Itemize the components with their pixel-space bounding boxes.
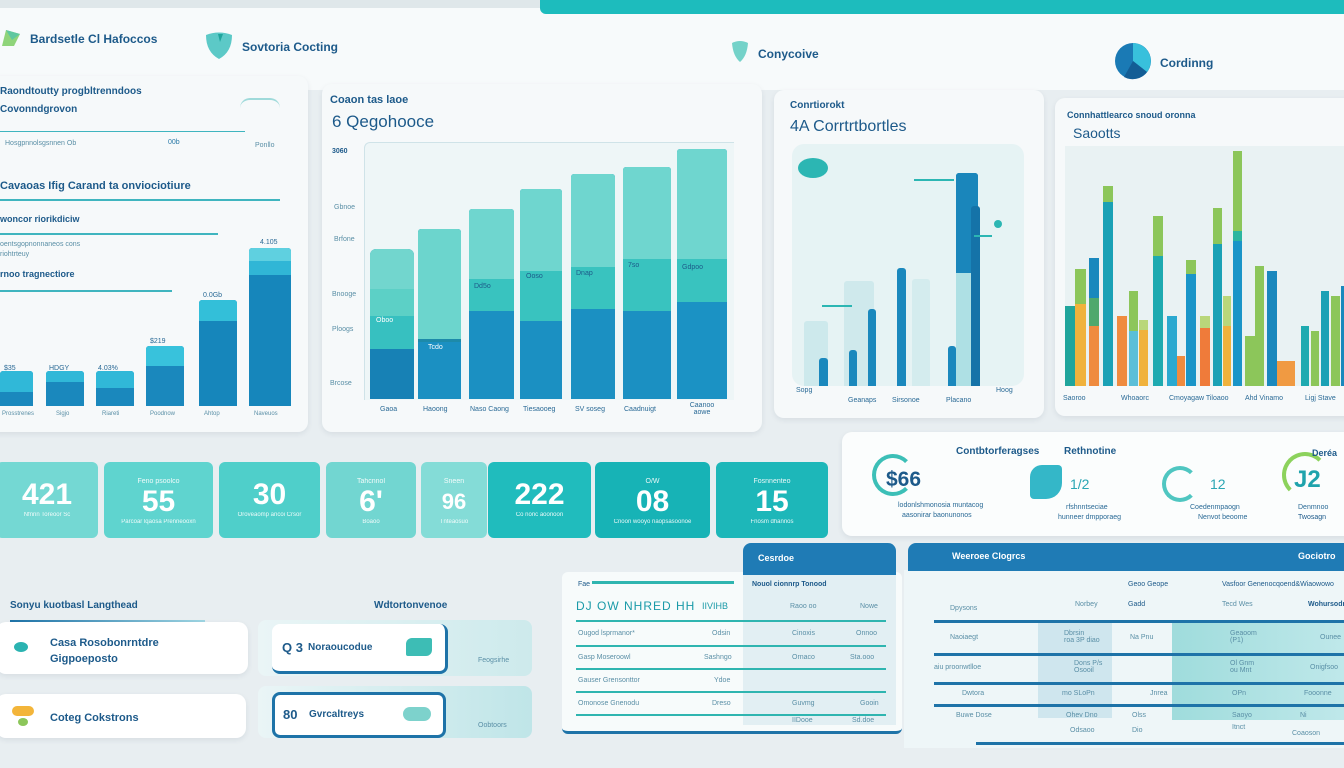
kpi-tile-2[interactable]: Feno psoolco 55 Parcoar lqaosa Prenneoox…: [104, 462, 213, 538]
heart-icon: [730, 40, 750, 67]
nav-item-1[interactable]: Bardsetle Cl Hafoccos: [0, 26, 157, 51]
multi-bars: [1065, 146, 1344, 386]
left-chart-panel: Raondtoutty progbltrenndoos Covonndgrovo…: [0, 76, 308, 432]
ring-icon: [1162, 466, 1198, 502]
table-row: Dwtora: [962, 690, 985, 697]
table-row: Naoiaegt: [950, 634, 979, 641]
stacked-bars: [370, 144, 740, 399]
pouch-icon: [406, 638, 432, 656]
stacked-bar-panel: Coaon tas laoe 6 Qegohooce 3060 Gbnoe Br…: [322, 84, 762, 432]
ring-icon: [872, 454, 914, 496]
kpi-tile-3[interactable]: 30 Oroveaomp ancoi Crsor: [219, 462, 320, 538]
contrib-bars: [804, 150, 1034, 386]
ring-icon: [1282, 452, 1328, 498]
list-item[interactable]: Coteg Cokstrons: [0, 694, 246, 738]
blob-icon: [798, 158, 828, 178]
kpi-tile-6[interactable]: 222 Co nonc aoonoon: [488, 462, 591, 538]
table-row: Buwe Dose: [956, 712, 992, 719]
figure-icon: [1030, 465, 1062, 499]
leaf-icon: [0, 26, 22, 51]
kpi-tile-1[interactable]: 421 Nfnnn Toreoor Sc: [0, 462, 98, 538]
circle-stats-panel: Contbtorferagses Rethnotine $66 lodonlsh…: [842, 432, 1344, 536]
top-band: [0, 0, 540, 8]
nav-item-2[interactable]: Sovtoria Cocting: [204, 30, 338, 63]
kpi-tile-5[interactable]: Sneen 96 Tnteaosuo: [421, 462, 487, 538]
nav-item-4[interactable]: Cordinng: [1114, 42, 1213, 83]
tab-header[interactable]: Cesrdoe: [743, 543, 896, 575]
saootts-panel: Connhattlearco snoud oronna Saootts Saor…: [1055, 98, 1344, 416]
nav-item-3[interactable]: Conycoive: [730, 40, 819, 67]
table-row: Omonose Gnenodu: [578, 700, 640, 707]
sparkline-icon: [240, 98, 280, 118]
list-item[interactable]: Casa Rosobonrntdre Gigpoeposto: [0, 622, 248, 674]
header-accent-bar: [540, 0, 1344, 14]
stat-card[interactable]: Q 3 Noraoucodue: [272, 624, 448, 674]
table-2-header: Weeroee Clogrcs Gociotro: [908, 543, 1344, 571]
left-bar-chart: [0, 246, 291, 406]
contributors-panel: Conrtiorokt 4A Corrtrtbortles Sopg Geana…: [774, 90, 1044, 418]
cloud-icon: [403, 707, 431, 721]
flower-icon: [12, 706, 34, 716]
table-row: Ougod lsprmanor*: [578, 630, 635, 637]
pie-chart-icon: [1114, 42, 1152, 83]
plot-area: [792, 144, 1024, 386]
table-row: aiu proonwtlloe: [934, 664, 982, 671]
stat-card[interactable]: 80 Gvrcaltreys: [272, 692, 446, 738]
shield-icon: [204, 30, 234, 63]
kpi-tile-7[interactable]: O/W 08 Cnoon wooyo naopsasoonoe: [595, 462, 710, 538]
dot-icon: [994, 220, 1002, 228]
blob-icon: [14, 642, 28, 652]
table-row: Gasp Moseroowl: [578, 654, 631, 661]
kpi-tile-4[interactable]: Tahcnnol 6' Boaoo: [326, 462, 416, 538]
table-row: Gauser Grensonttor: [578, 677, 640, 684]
kpi-tile-8[interactable]: Fosnnenteo 15 Fnosm dhannos: [716, 462, 828, 538]
